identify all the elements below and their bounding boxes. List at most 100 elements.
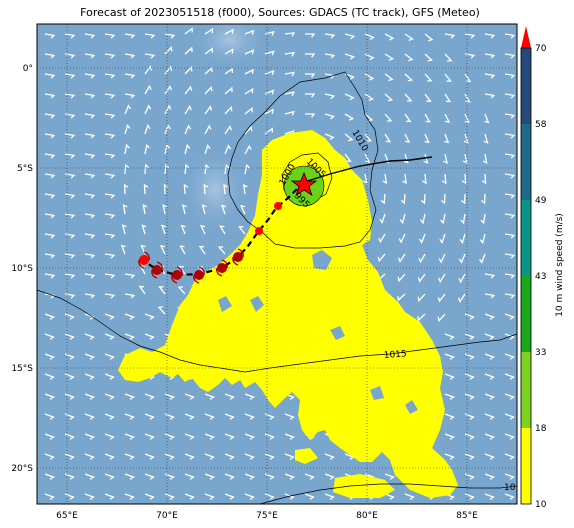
wind-barb [84, 93, 96, 99]
colorbar-tick: 10 [535, 500, 547, 510]
wind-barb [199, 225, 206, 235]
wind-barb [439, 233, 446, 244]
wind-barb [244, 49, 255, 55]
wind-barb [184, 433, 195, 440]
wind-glow-north [190, 24, 270, 70]
wind-barb [144, 163, 150, 175]
colorbar-tick: 70 [535, 44, 547, 54]
wind-barb [144, 473, 155, 480]
wind-barb [464, 33, 476, 39]
wind-barb [504, 433, 515, 440]
wind-barb [104, 133, 116, 139]
wind-barb [304, 93, 316, 98]
wind-barb [479, 233, 486, 245]
wind-barb [440, 193, 446, 205]
wind-barb [104, 213, 116, 219]
wind-barb [264, 493, 275, 500]
wind-barb [504, 233, 516, 239]
wind-barb [64, 413, 75, 420]
wind-barb [423, 153, 429, 164]
wind-barb [404, 53, 414, 62]
wind-barb [224, 163, 230, 175]
wind-barb [417, 273, 426, 283]
wind-barb [397, 253, 406, 263]
wind-barb [64, 313, 75, 320]
wind-barb [444, 113, 451, 123]
wind-barb [284, 473, 295, 480]
wind-barb [242, 183, 248, 195]
wind-barb [463, 133, 469, 144]
wind-barb [104, 253, 116, 259]
track-point [139, 255, 149, 265]
current-position-star [290, 171, 318, 196]
wind-barb [164, 124, 171, 135]
wind-barb [84, 353, 95, 360]
wind-barb [481, 173, 487, 185]
wind-barb [144, 313, 155, 320]
wind-barb [362, 173, 368, 184]
wind-barb [164, 33, 176, 39]
colorbar: 10 18 33 43 49 58 70 10 m wind speed (m/… [520, 26, 565, 510]
wind-barb [264, 127, 273, 135]
contour-label-1015: 1015 [384, 349, 408, 361]
wind-barb [204, 47, 213, 55]
wind-barb [141, 224, 147, 235]
wind-barb [223, 183, 228, 195]
wind-barb [384, 473, 395, 480]
track-point [194, 270, 204, 280]
wind-barb [244, 493, 255, 500]
wind-barb [184, 124, 192, 135]
wind-barb [444, 333, 455, 340]
wind-barb [140, 244, 146, 255]
wind-barb [458, 253, 466, 264]
wind-barb [144, 33, 156, 39]
wind-barb [184, 46, 193, 55]
wind-barb [484, 113, 490, 124]
wind-barb [304, 73, 316, 78]
wind-barb [142, 203, 148, 215]
low-wind-hole [218, 296, 232, 312]
wind-barb [124, 453, 135, 460]
wind-barb [460, 193, 466, 205]
contour-label-10: 10 [504, 483, 516, 493]
wind-barb [504, 333, 515, 340]
wind-barb [204, 413, 215, 420]
wind-barb [204, 86, 213, 95]
wind-barb [404, 93, 413, 102]
wind-barb [164, 143, 171, 155]
wind-barb [224, 493, 235, 500]
wind-barb [244, 393, 255, 400]
wind-barb [244, 68, 254, 75]
wind-barb [364, 133, 373, 142]
wind-barb [44, 333, 55, 340]
wind-barb [180, 224, 186, 235]
track-point [172, 270, 182, 280]
isobar-1015 [37, 289, 517, 373]
wind-barb [444, 393, 455, 400]
wind-barb [144, 433, 155, 440]
wind-barb [397, 293, 406, 302]
wind-barb [104, 273, 116, 279]
wind-barb [224, 393, 235, 400]
wind-barb [164, 393, 175, 400]
wind-barb [444, 53, 453, 62]
wind-barb [504, 53, 516, 59]
wind-barb [64, 253, 76, 259]
wind-barb [184, 27, 193, 35]
wind-barb [121, 224, 127, 235]
wind-barb [204, 143, 211, 155]
wind-barb [64, 293, 76, 299]
wind-barb [64, 433, 75, 440]
wind-barb [444, 413, 455, 420]
wind-barb [44, 433, 55, 440]
wind-barb [403, 153, 409, 164]
wind-barb [84, 73, 96, 79]
wind-barb [484, 333, 495, 340]
wind-barb [64, 73, 76, 79]
wind-barb [104, 193, 116, 199]
wind-barb [464, 413, 475, 420]
wind-barb [44, 53, 56, 59]
wind-barb [144, 53, 156, 59]
wind-barb [144, 393, 155, 400]
wind-barb [104, 233, 116, 239]
